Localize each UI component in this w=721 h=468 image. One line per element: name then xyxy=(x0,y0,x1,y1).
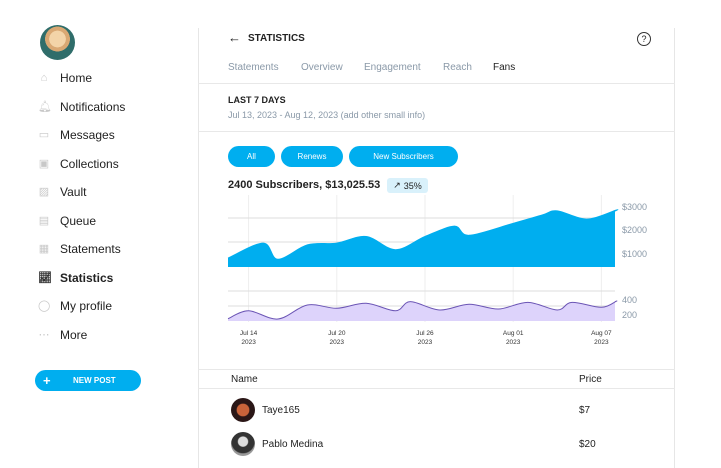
y-tick-label: 400 xyxy=(622,295,637,305)
sidebar-item-my-profile[interactable]: ◯ My profile xyxy=(38,296,112,316)
sidebar-item-label: Home xyxy=(60,71,93,85)
y-tick-label: 200 xyxy=(622,310,637,320)
chart-icon: 📈︎ xyxy=(38,271,52,284)
avatar[interactable] xyxy=(231,432,255,456)
filter-renews-button[interactable]: Renews xyxy=(281,146,343,167)
page-title: STATISTICS xyxy=(248,33,305,44)
series-line xyxy=(227,209,619,260)
sidebar-item-label: Statements xyxy=(60,242,121,256)
fan-price: $20 xyxy=(579,439,596,450)
sidebar-item-label: More xyxy=(60,327,88,342)
fan-name[interactable]: Taye165 xyxy=(262,405,300,416)
home-icon: ⌂ xyxy=(40,72,48,84)
avatar[interactable] xyxy=(231,398,255,422)
profile-icon: ◯ xyxy=(38,300,51,312)
sidebar-item-statistics[interactable]: 📈︎ Statistics xyxy=(38,268,113,288)
divider xyxy=(198,28,199,468)
x-tick-label: Jul 20 xyxy=(328,330,346,337)
message-icon: ▭ xyxy=(38,129,50,141)
x-tick-year: 2023 xyxy=(506,339,521,346)
x-tick-year: 2023 xyxy=(594,339,609,346)
sidebar-item-vault[interactable]: ▨ Vault xyxy=(38,182,87,202)
statements-icon: ▦ xyxy=(38,243,50,255)
plus-icon: + xyxy=(43,373,51,388)
new-post-button[interactable]: + NEW POST xyxy=(35,370,141,391)
divider xyxy=(674,28,675,468)
column-header-price: Price xyxy=(579,374,602,385)
x-tick-year: 2023 xyxy=(418,339,433,346)
period-title: LAST 7 DAYS xyxy=(228,95,286,105)
y-tick-label: $3000 xyxy=(622,202,647,212)
statistics-chart: $3000 $2000 $1000 400 200 Jul 14 2023 Jul 20 202… xyxy=(227,195,647,346)
image-icon: ▨ xyxy=(38,186,50,198)
filter-new-subscribers-button[interactable]: New Subscribers xyxy=(349,146,458,167)
tab-overview[interactable]: Overview xyxy=(301,62,343,73)
summary-text: 2400 Subscribers, $13,025.53 xyxy=(228,179,381,191)
sidebar-item-notifications[interactable]: 🔔︎ Notifications xyxy=(38,97,125,117)
sidebar-item-label: Notifications xyxy=(60,99,126,114)
divider xyxy=(198,83,675,84)
fan-name[interactable]: Pablo Medina xyxy=(262,439,324,450)
series-line xyxy=(227,300,618,320)
collections-icon: ▣ xyxy=(38,157,50,170)
sidebar-item-label: Messages xyxy=(60,128,115,142)
sidebar-item-label: Vault xyxy=(60,185,87,199)
sidebar-item-more[interactable]: ⋯ More xyxy=(38,325,88,345)
divider xyxy=(198,369,675,370)
x-tick-year: 2023 xyxy=(241,339,256,346)
x-tick-label: Jul 14 xyxy=(240,330,258,337)
bell-icon: 🔔︎ xyxy=(38,100,52,113)
user-avatar[interactable] xyxy=(40,25,75,60)
help-icon[interactable]: ? xyxy=(637,32,651,46)
sidebar-item-label: My profile xyxy=(60,299,113,313)
series-area xyxy=(228,300,617,321)
sidebar-item-label: Collections xyxy=(60,156,119,171)
sidebar-item-label: Statistics xyxy=(60,270,114,285)
divider xyxy=(198,131,675,132)
arrow-up-right-icon: ↗ xyxy=(393,180,401,190)
calendar-icon: ▤ xyxy=(38,214,50,227)
column-header-name: Name xyxy=(231,374,258,385)
divider xyxy=(198,388,675,389)
tab-reach[interactable]: Reach xyxy=(443,62,472,73)
back-arrow-icon[interactable]: ← xyxy=(228,30,241,45)
y-tick-label: $1000 xyxy=(622,249,647,259)
x-tick-label: Aug 01 xyxy=(503,330,524,337)
sidebar-item-queue[interactable]: ▤ Queue xyxy=(38,211,96,231)
tab-engagement[interactable]: Engagement xyxy=(364,62,421,73)
series-area xyxy=(228,209,618,267)
sidebar-item-statements[interactable]: ▦ Statements xyxy=(38,239,121,259)
y-tick-label: $2000 xyxy=(622,225,647,235)
sidebar-item-home[interactable]: ⌂ Home xyxy=(38,68,92,88)
sidebar-item-messages[interactable]: ▭ Messages xyxy=(38,125,115,145)
sidebar-item-collections[interactable]: ▣ Collections xyxy=(38,154,119,174)
more-icon: ⋯ xyxy=(38,328,50,341)
tab-fans[interactable]: Fans xyxy=(493,62,516,73)
fan-price: $7 xyxy=(579,405,591,416)
x-tick-label: Aug 07 xyxy=(591,330,612,337)
filter-all-button[interactable]: All xyxy=(228,146,275,167)
sidebar-item-label: Queue xyxy=(60,213,97,228)
x-tick-year: 2023 xyxy=(330,339,345,346)
tab-statements[interactable]: Statements xyxy=(228,62,279,73)
x-tick-label: Jul 26 xyxy=(416,330,434,337)
period-range: Jul 13, 2023 - Aug 12, 2023 (add other s… xyxy=(228,110,426,120)
change-badge: ↗ 35% xyxy=(387,178,428,193)
